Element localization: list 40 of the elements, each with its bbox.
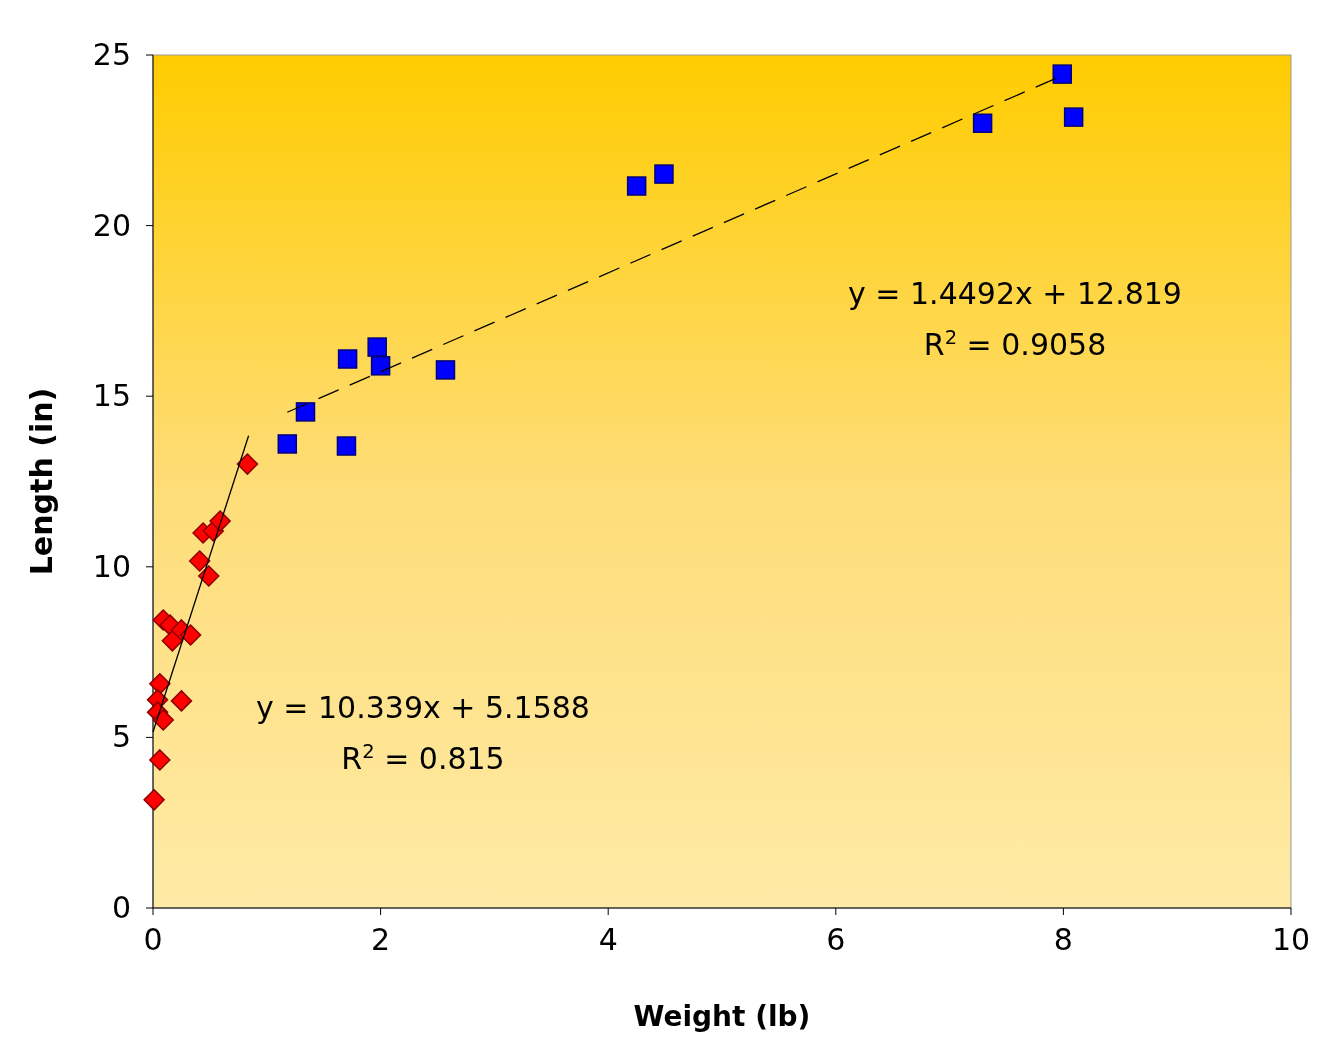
point bbox=[143, 789, 165, 811]
point bbox=[337, 349, 358, 369]
annotation: y = 1.4492x + 12.819 bbox=[848, 276, 1182, 311]
point bbox=[972, 113, 993, 133]
x-tick-label: 2 bbox=[371, 922, 391, 957]
point bbox=[336, 436, 357, 456]
point bbox=[198, 565, 220, 587]
point bbox=[149, 673, 171, 695]
point bbox=[435, 360, 456, 380]
point bbox=[152, 709, 174, 731]
y-axis-title: Length (in) bbox=[24, 387, 59, 576]
point bbox=[1052, 64, 1073, 84]
point bbox=[161, 630, 184, 652]
x-axis-title: Weight (lb) bbox=[633, 1000, 811, 1033]
x-tick-label: 8 bbox=[1053, 922, 1073, 957]
y-tick-label: 15 bbox=[92, 378, 131, 414]
point bbox=[236, 453, 259, 475]
annotation: y = 10.339x + 5.1588 bbox=[256, 690, 590, 725]
point bbox=[170, 690, 193, 712]
y-tick-label: 10 bbox=[92, 548, 131, 584]
point bbox=[149, 749, 171, 771]
x-tick-label: 10 bbox=[1271, 922, 1311, 957]
point bbox=[1063, 107, 1084, 127]
y-tick-label: 20 bbox=[92, 207, 131, 243]
y-tick-label: 0 bbox=[111, 890, 131, 925]
x-tick-label: 6 bbox=[826, 922, 846, 957]
point bbox=[295, 402, 316, 422]
y-tick-label: 25 bbox=[92, 37, 131, 72]
x-tick-label: 4 bbox=[598, 922, 618, 957]
x-tick-label: 0 bbox=[143, 922, 163, 957]
point bbox=[367, 337, 387, 357]
point bbox=[188, 550, 211, 572]
point bbox=[370, 356, 391, 376]
point bbox=[626, 176, 647, 196]
point bbox=[654, 164, 674, 184]
point bbox=[277, 434, 298, 454]
annotation: R$^{2}$ = 0.9058 bbox=[923, 325, 1107, 362]
point bbox=[179, 624, 202, 646]
y-tick-label: 5 bbox=[111, 719, 131, 755]
annotation: R$^{2}$ = 0.815 bbox=[341, 739, 505, 776]
